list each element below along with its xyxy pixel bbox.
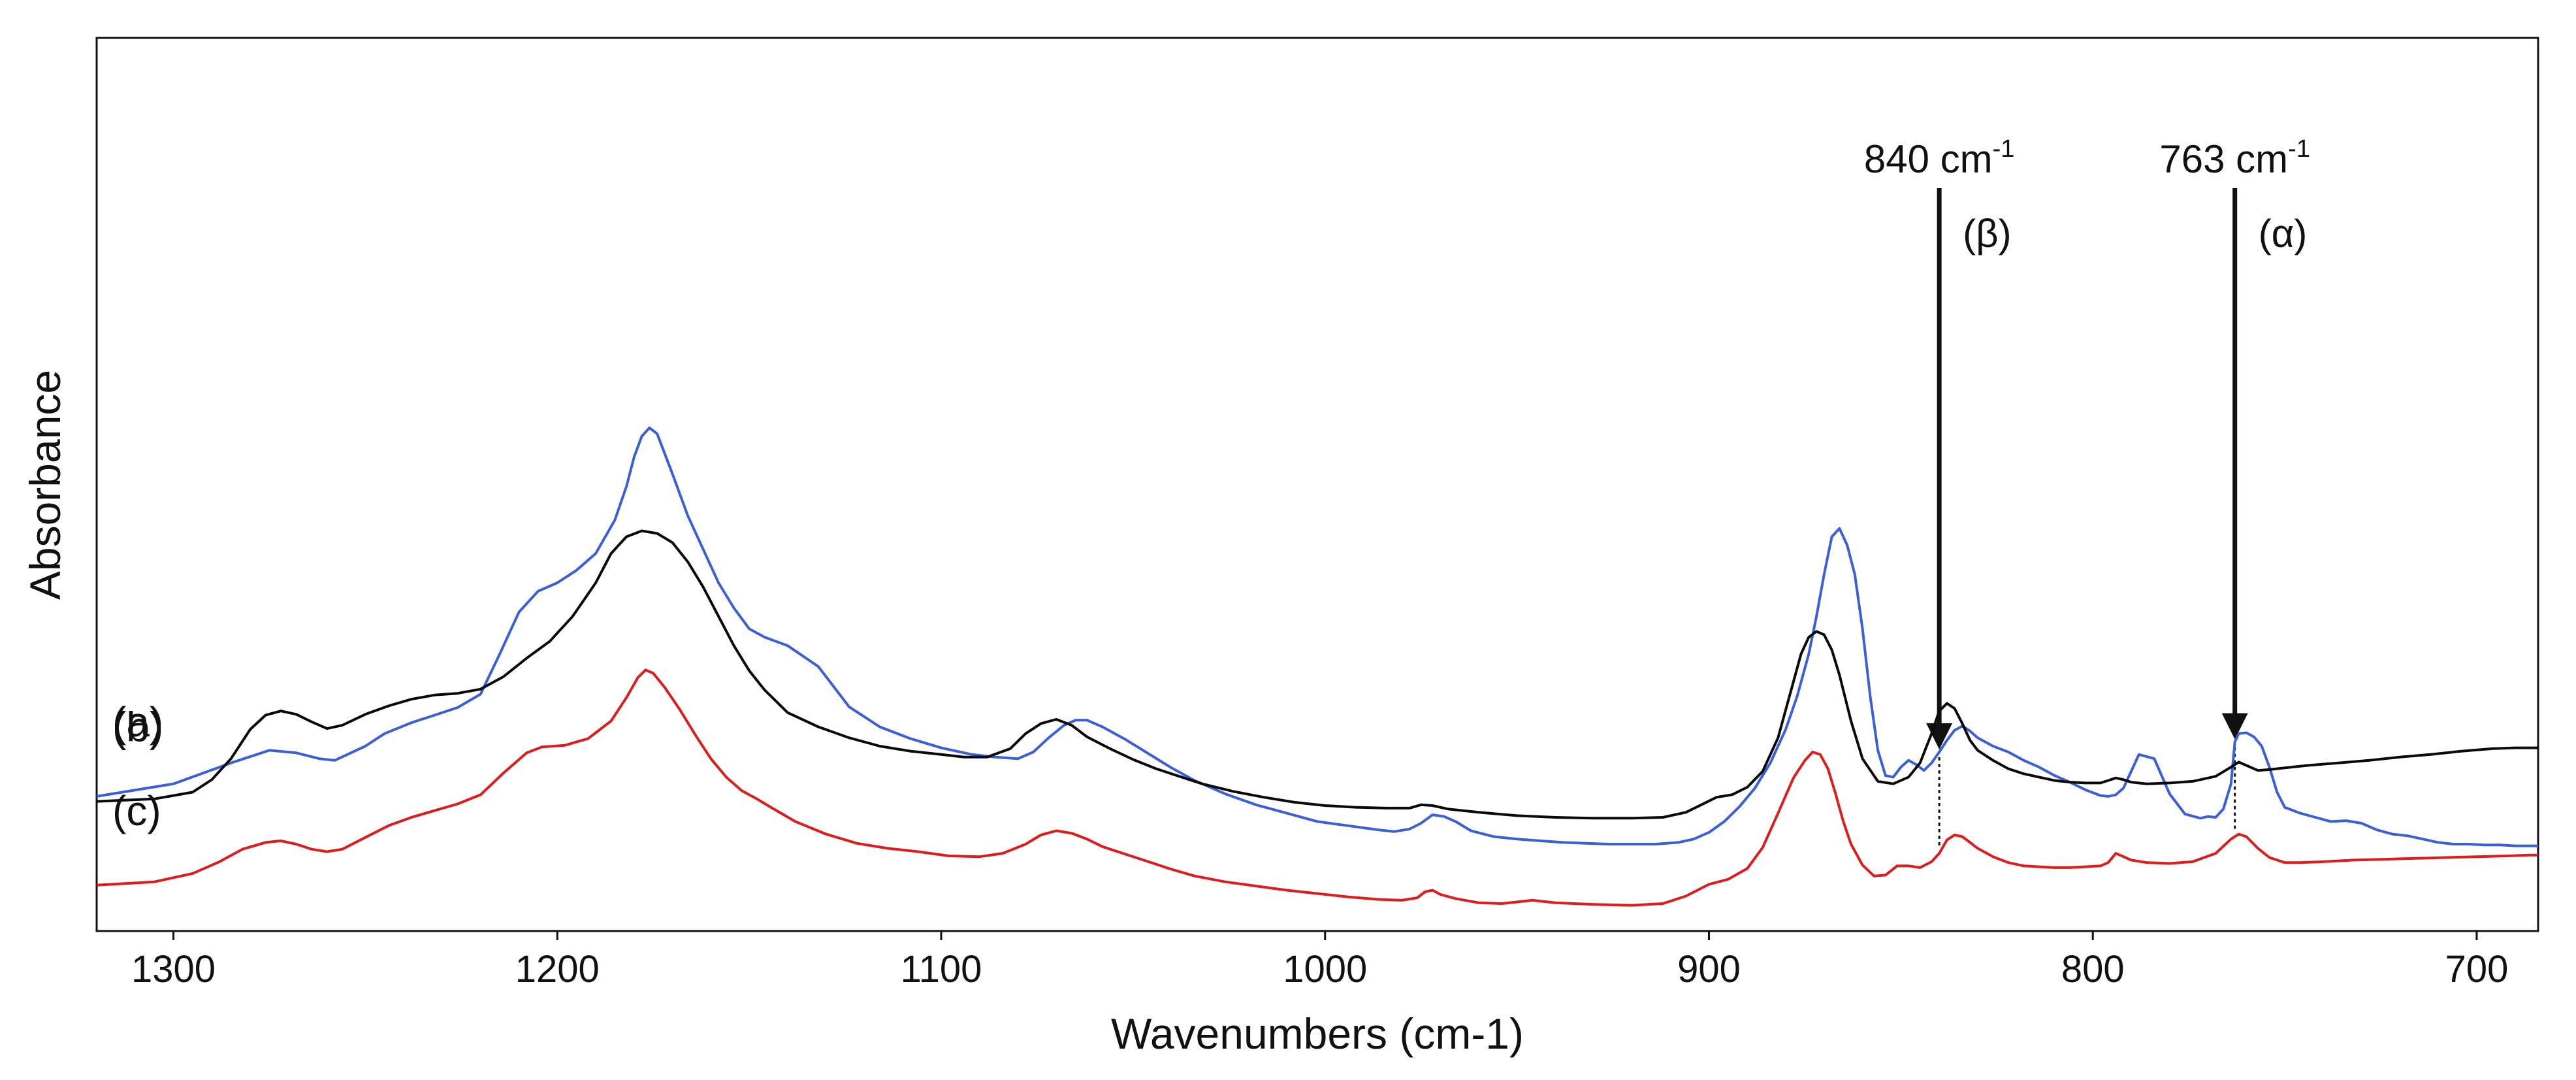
annotation-763-mode-label: (α) xyxy=(2259,212,2308,255)
annotation-840-label: 840 cm-1 xyxy=(1864,135,2015,181)
x-tick-label-1300: 1300 xyxy=(131,948,216,990)
annotation-763-label: 763 cm-1 xyxy=(2159,135,2310,181)
series-line-b xyxy=(96,529,2538,820)
series-label-c: (c) xyxy=(112,787,161,834)
annotation-840-mode-label: (β) xyxy=(1963,212,2011,255)
series-label-a: (a) xyxy=(112,698,163,745)
x-tick-label-1100: 1100 xyxy=(901,948,982,990)
x-tick-label-700: 700 xyxy=(2445,948,2509,990)
y-axis-title: Absorbance xyxy=(21,370,69,600)
series-line-a xyxy=(96,426,2538,847)
peak-annotations: 840 cm-1 (β) 763 cm-1 (α) xyxy=(1864,135,2310,846)
series-labels: (a)(b) (c) xyxy=(112,698,163,834)
x-tick-label-1200: 1200 xyxy=(515,948,600,990)
x-axis-ticks: 1300 1200 1100 1000 900 800 700 xyxy=(131,931,2508,990)
plot-frame xyxy=(95,37,2539,932)
x-tick-label-900: 900 xyxy=(1677,948,1741,990)
annotation-763-arrow-head xyxy=(2221,713,2248,740)
series-label-b: (b) xyxy=(112,704,163,751)
spectra-series xyxy=(96,426,2538,907)
x-tick-label-800: 800 xyxy=(2061,948,2125,990)
x-tick-label-1000: 1000 xyxy=(1283,948,1367,990)
series-line-c xyxy=(96,668,2538,907)
x-axis-title: Wavenumbers (cm-1) xyxy=(1111,1009,1524,1058)
